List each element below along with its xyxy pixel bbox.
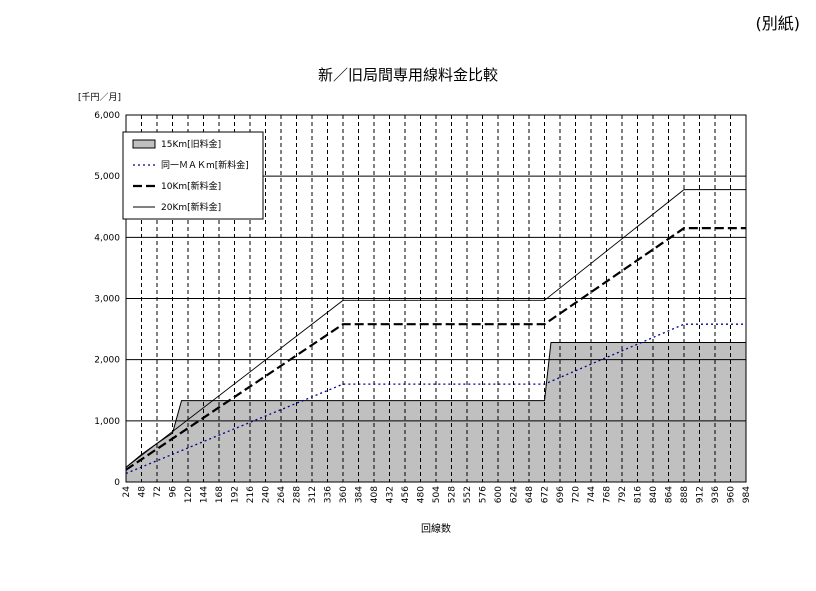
x-tick-label: 168	[215, 486, 225, 503]
series-line-3	[125, 189, 746, 468]
legend-label: 15Km[旧料金]	[161, 138, 221, 150]
x-tick-label: 24	[122, 486, 132, 498]
x-tick-label: 840	[649, 486, 659, 503]
chart-title: 新／旧局間専用線料金比較	[317, 66, 498, 84]
x-tick-label: 552	[463, 486, 473, 503]
series-line-1	[125, 323, 746, 475]
x-tick-label: 576	[479, 486, 489, 503]
x-tick-label: 288	[293, 486, 303, 503]
x-tick-label: 240	[262, 486, 272, 503]
y-tick-label: 5,000	[94, 172, 120, 182]
series-line-2	[125, 227, 746, 471]
x-tick-label: 48	[138, 486, 148, 498]
x-tick-label: 600	[494, 486, 504, 503]
x-tick-label: 192	[231, 486, 241, 503]
x-tick-label: 624	[510, 486, 520, 503]
x-tick-labels: 24 48 72 96 120 144 168 192 216 240 264 288 312 336 36…	[122, 486, 752, 503]
x-tick-label: 720	[572, 486, 582, 503]
x-tick-label: 816	[634, 486, 644, 503]
x-tick-label: 672	[541, 486, 551, 503]
x-tick-label: 528	[448, 486, 458, 503]
x-tick-label: 264	[277, 486, 287, 503]
x-tick-label: 696	[556, 486, 566, 503]
y-tick-label: 0	[114, 478, 120, 488]
legend-label: 20Km[新料金]	[161, 201, 221, 213]
x-tick-label: 936	[711, 486, 721, 503]
x-tick-label: 888	[680, 486, 690, 503]
y-tick-label: 4,000	[94, 233, 120, 243]
legend-swatch	[132, 139, 156, 149]
x-tick-label: 768	[603, 486, 613, 503]
legend-label: 同一ＭＡＫm[新料金]	[161, 159, 249, 171]
x-tick-label: 360	[339, 486, 349, 503]
y-tick-label: 1,000	[94, 417, 120, 427]
y-tick-labels: 0 1,000 2,000 3,000 4,000 5,000 6,000	[94, 111, 120, 488]
x-tick-label: 312	[308, 486, 318, 503]
x-axis-title: 回線数	[421, 524, 451, 535]
y-tick-label: 3,000	[94, 295, 120, 305]
series-lines	[125, 189, 746, 475]
x-tick-label: 792	[618, 486, 628, 503]
x-tick-label: 912	[696, 486, 706, 503]
x-tick-label: 432	[386, 486, 396, 503]
y-tick-label: 6,000	[94, 111, 120, 121]
legend-label: 10Km[新料金]	[161, 180, 221, 192]
plot-border	[125, 114, 747, 483]
x-tick-label: 960	[727, 486, 737, 503]
x-tick-label: 408	[370, 486, 380, 503]
attachment-note: (別紙)	[755, 14, 801, 33]
x-tick-label: 336	[324, 486, 334, 503]
x-tick-label: 648	[525, 486, 535, 503]
x-tick-label: 456	[401, 486, 411, 503]
x-tick-label: 864	[665, 486, 675, 503]
x-tick-label: 384	[355, 486, 365, 503]
y-unit-label: [千円／月]	[78, 93, 122, 103]
x-tick-label: 216	[246, 486, 256, 503]
legend: 15Km[旧料金] 同一ＭＡＫm[新料金] 10Km[新料金] 20Km[新料金]	[122, 131, 264, 220]
x-tick-label: 480	[417, 486, 427, 503]
x-tick-label: 744	[587, 486, 597, 503]
legend-box	[122, 131, 264, 220]
x-tick-label: 984	[742, 486, 752, 503]
y-tick-label: 2,000	[94, 356, 120, 366]
x-tick-label: 96	[169, 486, 179, 498]
x-tick-label: 72	[153, 486, 163, 497]
x-tick-label: 144	[200, 486, 210, 503]
x-tick-label: 120	[184, 486, 194, 503]
x-tick-label: 504	[432, 486, 442, 503]
